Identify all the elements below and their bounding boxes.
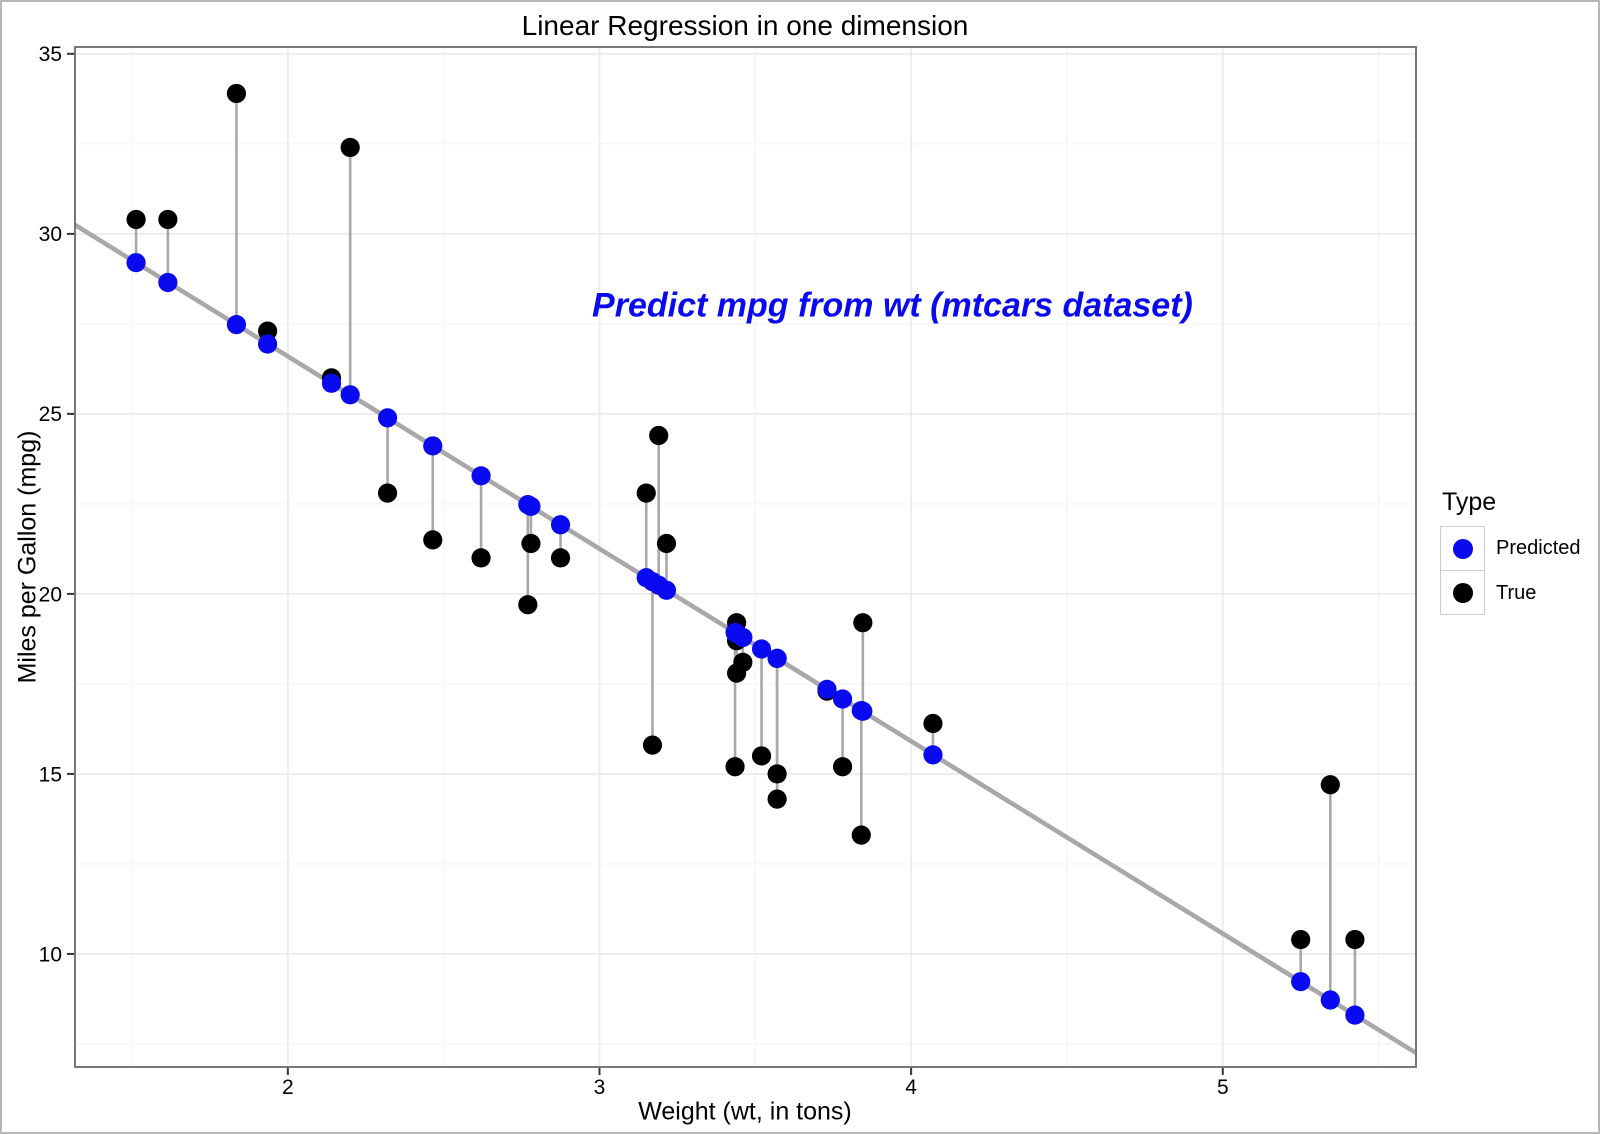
true-point bbox=[923, 713, 943, 734]
grid-minor bbox=[75, 47, 1416, 1067]
legend-label-predicted: Predicted bbox=[1496, 537, 1581, 559]
predicted-point bbox=[377, 408, 398, 428]
true-point bbox=[1320, 775, 1340, 795]
x-tick-label: 3 bbox=[594, 1076, 606, 1099]
y-tick-label: 35 bbox=[39, 43, 62, 66]
legend-key-predicted: Predicted bbox=[1440, 526, 1581, 571]
true-point bbox=[642, 735, 663, 755]
grid-major bbox=[75, 47, 1416, 1067]
true-point bbox=[853, 613, 873, 633]
chart-title: Linear Regression in one dimension bbox=[521, 10, 969, 41]
predicted-point bbox=[1291, 972, 1311, 992]
y-tick-label: 20 bbox=[39, 583, 62, 606]
true-point bbox=[656, 533, 677, 554]
true-point bbox=[751, 746, 772, 766]
legend-key-box bbox=[1440, 570, 1485, 615]
true-point bbox=[518, 595, 538, 615]
predicted-point bbox=[257, 334, 278, 354]
true-point bbox=[767, 789, 787, 809]
legend-key-box bbox=[1440, 526, 1485, 571]
predicted-point bbox=[642, 572, 663, 592]
y-tick-label: 10 bbox=[39, 943, 62, 966]
true-point bbox=[725, 757, 745, 777]
true-point-icon bbox=[1452, 582, 1473, 603]
axis-ticks: 2 3 4 5 10 15 20 25 30 35 bbox=[39, 43, 1229, 1099]
x-axis-title: Weight (wt, in tons) bbox=[638, 1097, 852, 1126]
predicted-point bbox=[550, 515, 571, 535]
predicted-point bbox=[923, 745, 943, 765]
predicted-point bbox=[1345, 1005, 1365, 1025]
true-point bbox=[158, 209, 178, 230]
true-point bbox=[649, 425, 669, 446]
y-tick-label: 30 bbox=[39, 223, 62, 246]
predicted-point bbox=[340, 385, 360, 405]
y-tick-label: 15 bbox=[39, 763, 62, 786]
y-axis-title: Miles per Gallon (mpg) bbox=[13, 430, 42, 684]
predicted-point bbox=[226, 314, 247, 335]
x-tick-label: 5 bbox=[1217, 1076, 1229, 1099]
true-point bbox=[1345, 929, 1365, 950]
true-point bbox=[126, 209, 146, 230]
true-point bbox=[832, 757, 853, 777]
x-tick-label: 4 bbox=[905, 1076, 917, 1099]
predicted-point bbox=[1320, 990, 1340, 1010]
predicted-point bbox=[817, 679, 837, 699]
true-point bbox=[851, 825, 871, 845]
true-point bbox=[767, 764, 787, 784]
predicted-point bbox=[751, 639, 772, 659]
residual-segments bbox=[134, 93, 1357, 1016]
true-point bbox=[423, 530, 443, 550]
panel bbox=[74, 46, 1417, 1068]
true-points bbox=[126, 83, 1365, 950]
legend-key-true: True bbox=[1440, 570, 1581, 615]
true-point bbox=[226, 83, 247, 104]
legend-label-true: True bbox=[1496, 581, 1537, 604]
true-point bbox=[340, 137, 360, 158]
legend-title: Type bbox=[1442, 488, 1497, 516]
x-tick-label: 2 bbox=[282, 1076, 294, 1099]
predicted-point bbox=[321, 373, 342, 393]
predicted-point bbox=[471, 466, 491, 486]
predicted-point bbox=[423, 436, 443, 456]
predicted-point bbox=[832, 689, 853, 709]
true-point bbox=[550, 548, 571, 568]
predicted-point bbox=[767, 648, 787, 668]
annotation-text: Predict mpg from wt (mtcars dataset) bbox=[592, 286, 1193, 325]
predicted-points bbox=[126, 253, 1365, 1025]
panel-border bbox=[74, 46, 1417, 1068]
true-point bbox=[471, 548, 491, 568]
true-point bbox=[521, 533, 541, 554]
true-point bbox=[636, 483, 656, 503]
predicted-point-icon bbox=[1452, 538, 1473, 559]
predicted-point bbox=[158, 272, 178, 293]
predicted-point bbox=[725, 622, 745, 643]
predicted-point bbox=[521, 496, 541, 517]
predicted-point bbox=[853, 701, 873, 721]
true-point bbox=[377, 483, 398, 503]
y-tick-label: 25 bbox=[39, 403, 62, 426]
true-point bbox=[1291, 929, 1311, 950]
legend: Type Predicted True bbox=[1440, 488, 1581, 615]
predicted-point bbox=[126, 253, 146, 273]
true-point bbox=[727, 663, 747, 683]
